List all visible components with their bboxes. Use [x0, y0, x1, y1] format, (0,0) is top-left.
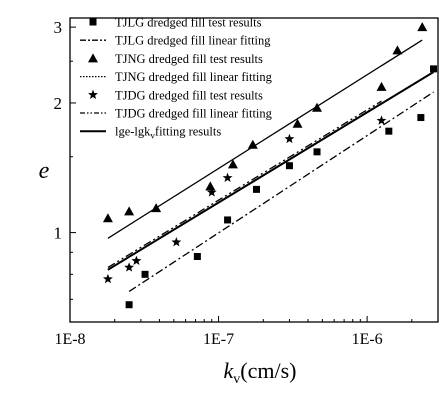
legend-label: TJDG dredged fill test results	[115, 88, 263, 102]
y-tick-label: 3	[54, 18, 63, 37]
x-tick-label: 1E-7	[203, 331, 234, 348]
point-square-0	[125, 301, 133, 309]
point-square-5	[285, 162, 293, 170]
y-tick-label: 1	[54, 224, 63, 243]
y-tick-label: 2	[54, 94, 63, 113]
fit-line-2	[107, 100, 382, 268]
y-axis-label: e	[39, 158, 50, 184]
point-star-4	[206, 187, 217, 197]
point-square-1	[141, 270, 149, 278]
point-square-4	[252, 185, 260, 193]
legend-label: TJNG dredged fill linear fitting	[115, 70, 273, 84]
fit-line-0	[128, 91, 434, 292]
point-square-8	[417, 114, 425, 122]
point-triangle-1	[124, 206, 135, 216]
point-triangle-2	[151, 203, 162, 213]
point-triangle-6	[292, 118, 303, 128]
x-axis-label: kv(cm/s)	[224, 358, 297, 387]
point-triangle-10	[417, 22, 428, 32]
point-star-3	[171, 236, 182, 247]
x-tick-label: 1E-6	[352, 331, 383, 348]
legend-label: TJNG dredged fill test results	[115, 52, 263, 66]
point-star-1	[124, 262, 135, 272]
point-triangle-4	[227, 159, 238, 169]
legend-label: TJLG dredged fill linear fitting	[115, 34, 271, 48]
legend-marker-square	[89, 18, 97, 26]
point-square-3	[224, 216, 232, 224]
point-triangle-7	[312, 102, 323, 112]
point-square-7	[385, 127, 393, 135]
fit-line-4	[107, 39, 423, 239]
legend-label: lge-lgkvfitting results	[115, 125, 221, 141]
point-triangle-5	[247, 139, 258, 149]
legend-marker-triangle	[88, 53, 98, 63]
fit-line-3	[107, 71, 435, 271]
point-star-0	[102, 273, 113, 284]
data-points	[102, 22, 438, 309]
point-square-6	[313, 148, 321, 156]
legend-marker-star	[88, 89, 98, 100]
legend-label: TJDG dredged fill linear fitting	[115, 107, 273, 121]
fit-lines	[107, 39, 435, 292]
point-star-2	[131, 255, 142, 266]
point-square-2	[193, 253, 201, 261]
legend: TJLG dredged fill test results TJLG dredg…	[80, 16, 273, 141]
point-triangle-8	[376, 81, 387, 91]
point-triangle-9	[392, 45, 403, 55]
point-star-5	[222, 172, 233, 183]
x-tick-label: 1E-8	[54, 331, 85, 348]
point-star-7	[376, 115, 387, 125]
axes: 1E-8 1E-7 1E-6 1 2 3 e kv(cm/s)	[39, 17, 439, 387]
legend-label: TJLG dredged fill test results	[115, 16, 262, 30]
point-square-9	[430, 65, 438, 73]
plot-frame	[69, 17, 439, 323]
point-triangle-0	[102, 213, 113, 223]
point-triangle-3	[205, 181, 216, 191]
point-star-6	[284, 133, 295, 144]
